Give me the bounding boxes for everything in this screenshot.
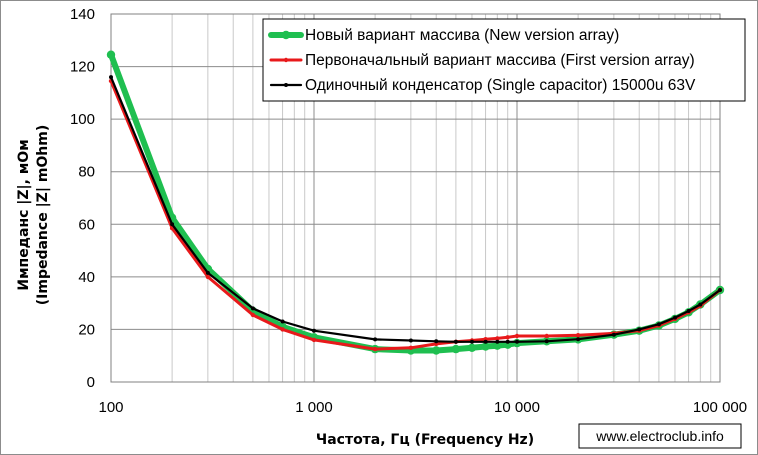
data-point <box>686 309 691 313</box>
data-point <box>514 333 520 339</box>
legend-item: Одиночный конденсатор (Single capacitor)… <box>269 77 696 94</box>
data-point <box>495 336 500 341</box>
data-point <box>170 222 175 227</box>
data-point <box>505 335 510 340</box>
y-tick-label: 140 <box>70 6 95 23</box>
plot-area-border <box>110 13 721 383</box>
data-point <box>544 333 549 339</box>
data-point <box>515 339 519 344</box>
x-tick-label: 100 000 <box>693 399 747 416</box>
data-point <box>453 339 458 344</box>
legend-label: Одиночный конденсатор (Single capacitor)… <box>305 77 696 94</box>
data-point <box>106 50 116 59</box>
data-point <box>451 344 461 354</box>
data-point <box>656 322 661 327</box>
x-tick-label: 100 <box>98 399 123 416</box>
data-point <box>481 342 490 351</box>
credit-box: www.electroclub.info <box>578 423 742 449</box>
data-point <box>250 312 256 318</box>
y-axis-title: Импеданс |Z|, мОм (Impedance |Z| mOhm) <box>16 125 51 306</box>
legend-label: Новый вариант массива (New version array… <box>305 27 619 44</box>
data-point <box>205 274 211 280</box>
data-point <box>575 333 581 338</box>
data-point <box>372 346 378 352</box>
y-tick-label: 100 <box>70 111 95 128</box>
legend-swatch-marker <box>283 57 289 63</box>
data-point <box>109 75 113 80</box>
data-point <box>718 288 722 292</box>
y-tick-label: 80 <box>78 164 95 181</box>
data-point <box>434 339 439 344</box>
data-point <box>312 328 316 333</box>
y-axis-title-line-1: Импеданс |Z|, мОм <box>16 139 32 290</box>
y-tick-label: 0 <box>87 374 95 391</box>
data-point <box>280 327 285 332</box>
legend-swatch-marker <box>284 83 288 87</box>
x-axis-ticks: 100 1 000 10 000 100 000 <box>98 399 747 416</box>
series-layer <box>106 50 725 355</box>
legend-swatch-marker <box>281 30 291 40</box>
y-axis-title-line-2: (Impedance |Z| mOhm) <box>35 125 51 306</box>
y-tick-label: 120 <box>70 59 95 76</box>
data-point <box>408 345 414 350</box>
y-tick-label: 40 <box>78 269 95 286</box>
data-point <box>544 339 549 344</box>
data-point <box>311 337 317 343</box>
data-point <box>432 346 441 355</box>
legend-item: Первоначальный вариант массива (First ve… <box>269 52 695 69</box>
data-point <box>205 270 210 275</box>
data-point <box>611 332 616 337</box>
data-point <box>467 343 477 352</box>
series-3 <box>109 75 722 344</box>
data-point <box>408 338 413 343</box>
series-2 <box>108 78 723 352</box>
legend: Новый вариант массива (New version array… <box>262 18 746 102</box>
x-tick-label: 10 000 <box>494 399 540 416</box>
legend-item: Новый вариант массива (New version array… <box>268 27 619 44</box>
data-point <box>505 339 510 344</box>
x-axis-title: Частота, Гц (Frequency Hz) <box>316 432 534 448</box>
data-point <box>495 339 500 344</box>
y-axis-ticks: 0 20 40 60 80 100 120 140 <box>70 6 95 391</box>
data-point <box>470 339 474 344</box>
data-point <box>576 337 581 342</box>
data-point <box>637 327 642 332</box>
data-point <box>698 302 703 307</box>
credit-box-border <box>578 423 742 449</box>
y-tick-label: 60 <box>78 216 95 233</box>
x-tick-label: 1 000 <box>295 399 333 416</box>
series-line <box>109 75 722 343</box>
legend-box <box>262 18 746 102</box>
data-point <box>493 341 502 350</box>
data-point <box>280 319 285 324</box>
legend-label: Первоначальный вариант массива (First ve… <box>305 52 695 69</box>
data-point <box>673 315 677 320</box>
credit-text: www.electroclub.info <box>595 428 724 444</box>
y-tick-label: 20 <box>78 321 95 338</box>
data-point <box>373 337 378 342</box>
series-line <box>109 79 722 351</box>
data-point <box>250 306 255 311</box>
data-point <box>483 339 488 344</box>
